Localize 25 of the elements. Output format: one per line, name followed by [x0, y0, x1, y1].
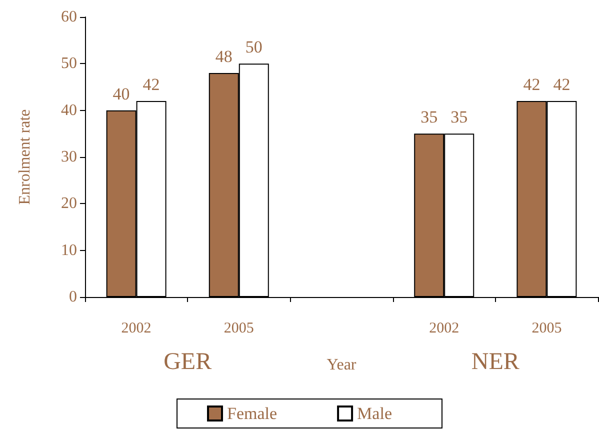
y-tick-label: 10 [61, 242, 77, 259]
x-tick-label: 2002 [121, 320, 152, 336]
data-label: 35 [450, 108, 468, 127]
data-label: 42 [142, 75, 160, 94]
data-label: 48 [215, 47, 232, 66]
x-tick-label: 2005 [224, 320, 254, 336]
y-tick-label: 40 [61, 102, 77, 119]
text: GER [164, 349, 212, 375]
data-label: 50 [245, 38, 262, 57]
y-tick-label: 60 [61, 8, 77, 26]
x-axis-title: Year [326, 356, 357, 374]
y-axis-title: Enrolment rate [16, 109, 34, 205]
data-label: 42 [523, 75, 540, 94]
x-tick-label: 2002 [429, 320, 460, 336]
y-tick-label: 50 [61, 55, 77, 72]
data-label: 42 [553, 75, 570, 94]
legend-label: Male [357, 404, 392, 423]
x-tick-label: 2005 [532, 320, 562, 336]
y-tick-label: 0 [69, 288, 77, 306]
data-label: 40 [112, 84, 130, 104]
y-tick-label: 30 [61, 148, 77, 166]
text: NER [471, 349, 520, 375]
legend-label: Female [227, 404, 278, 423]
y-tick-label: 20 [61, 195, 77, 212]
data-label: 35 [420, 108, 438, 127]
